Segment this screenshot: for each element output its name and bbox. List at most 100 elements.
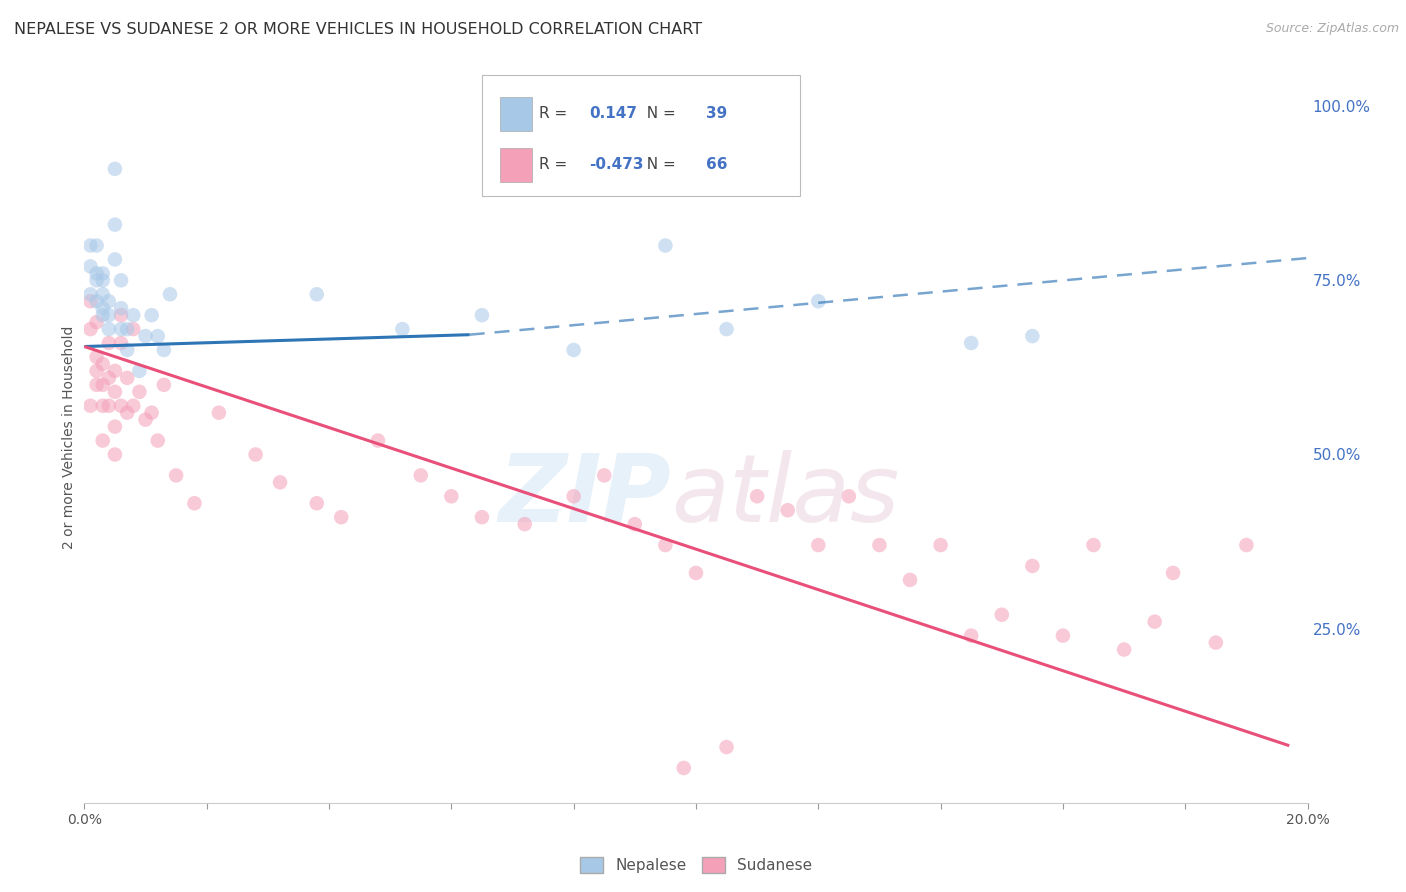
Text: R =: R =	[540, 158, 572, 172]
Point	[960, 336, 983, 351]
FancyBboxPatch shape	[501, 148, 531, 182]
Point	[86, 273, 108, 287]
Text: 0.147: 0.147	[589, 106, 637, 121]
Text: Source: ZipAtlas.com: Source: ZipAtlas.com	[1265, 22, 1399, 36]
Point	[104, 218, 127, 232]
Point	[1021, 558, 1043, 573]
Point	[128, 364, 150, 378]
Point	[685, 566, 707, 580]
Point	[153, 343, 176, 357]
Point	[104, 252, 127, 267]
Point	[807, 538, 830, 552]
Point	[110, 336, 132, 351]
Point	[367, 434, 389, 448]
Point	[91, 357, 114, 371]
Point	[86, 266, 108, 280]
Point	[97, 322, 120, 336]
Point	[91, 377, 114, 392]
Point	[869, 538, 891, 552]
Point	[91, 308, 114, 322]
Point	[110, 273, 132, 287]
Point	[110, 301, 132, 316]
Point	[115, 406, 138, 420]
Point	[135, 412, 157, 426]
Text: N =: N =	[637, 158, 681, 172]
Legend: Nepalese, Sudanese: Nepalese, Sudanese	[574, 851, 818, 880]
Point	[128, 384, 150, 399]
Point	[86, 294, 108, 309]
Point	[624, 517, 647, 532]
Point	[146, 434, 169, 448]
Text: 66: 66	[706, 158, 727, 172]
Point	[104, 419, 127, 434]
Point	[776, 503, 799, 517]
Point	[97, 294, 120, 309]
Point	[104, 364, 127, 378]
FancyBboxPatch shape	[501, 97, 531, 130]
Point	[104, 161, 127, 176]
Point	[97, 336, 120, 351]
Point	[562, 343, 585, 357]
Point	[929, 538, 952, 552]
Text: atlas: atlas	[672, 450, 900, 541]
Point	[1205, 635, 1227, 649]
Point	[79, 294, 101, 309]
Point	[513, 517, 536, 532]
Y-axis label: 2 or more Vehicles in Household: 2 or more Vehicles in Household	[62, 326, 76, 549]
Point	[716, 322, 738, 336]
Point	[960, 629, 983, 643]
Point	[1021, 329, 1043, 343]
Point	[110, 399, 132, 413]
Point	[97, 371, 120, 385]
Point	[305, 287, 328, 301]
Point	[86, 350, 108, 364]
Point	[110, 308, 132, 322]
Point	[115, 343, 138, 357]
Point	[91, 301, 114, 316]
Point	[562, 489, 585, 503]
Point	[672, 761, 695, 775]
Point	[86, 315, 108, 329]
Point	[440, 489, 463, 503]
Point	[159, 287, 181, 301]
Point	[115, 371, 138, 385]
Point	[747, 489, 769, 503]
Point	[305, 496, 328, 510]
Point	[1161, 566, 1184, 580]
Text: -0.473: -0.473	[589, 158, 644, 172]
Point	[86, 364, 108, 378]
Point	[898, 573, 921, 587]
Point	[391, 322, 413, 336]
Point	[183, 496, 205, 510]
Point	[654, 238, 676, 252]
Point	[1143, 615, 1166, 629]
Point	[409, 468, 432, 483]
Point	[79, 238, 101, 252]
Point	[122, 308, 145, 322]
Point	[122, 399, 145, 413]
Point	[269, 475, 291, 490]
Text: ZIP: ZIP	[499, 450, 672, 541]
Point	[716, 740, 738, 755]
Point	[79, 322, 101, 336]
Point	[91, 434, 114, 448]
Point	[141, 308, 163, 322]
Text: 39: 39	[706, 106, 727, 121]
Point	[991, 607, 1014, 622]
Point	[141, 406, 163, 420]
Point	[91, 399, 114, 413]
Text: N =: N =	[637, 106, 681, 121]
Point	[471, 510, 494, 524]
Point	[86, 238, 108, 252]
Point	[135, 329, 157, 343]
Point	[146, 329, 169, 343]
Point	[838, 489, 860, 503]
Point	[91, 273, 114, 287]
Point	[165, 468, 187, 483]
Point	[91, 266, 114, 280]
Point	[79, 399, 101, 413]
FancyBboxPatch shape	[482, 75, 800, 195]
Point	[471, 308, 494, 322]
Point	[153, 377, 176, 392]
Point	[122, 322, 145, 336]
